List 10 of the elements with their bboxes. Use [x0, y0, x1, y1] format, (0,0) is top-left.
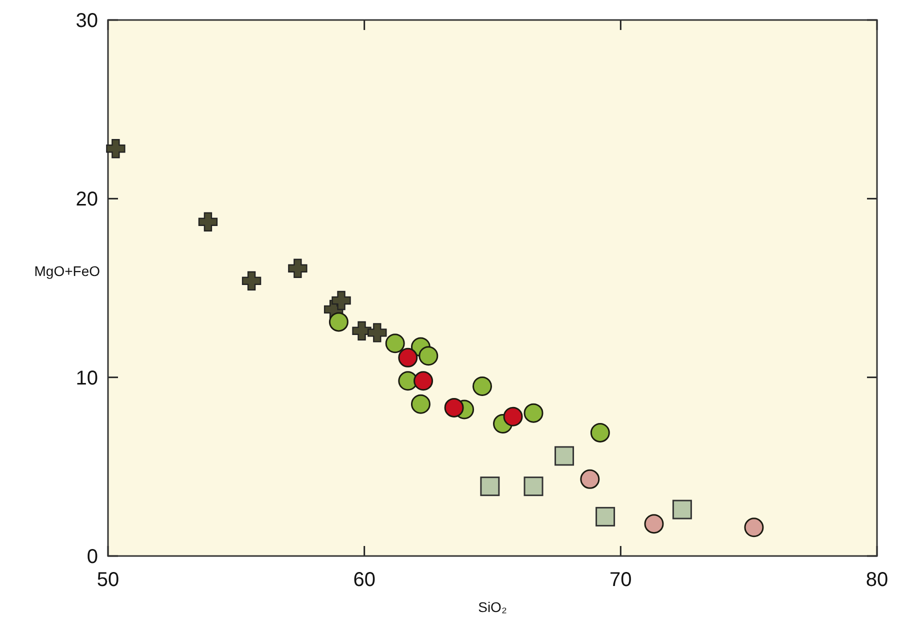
y-tick-label: 10	[76, 367, 98, 390]
x-axis-title: SiO₂	[478, 599, 507, 615]
y-tick-label: 0	[86, 546, 98, 568]
x-tick-label: 80	[866, 569, 888, 591]
x-tick-label: 60	[353, 569, 376, 591]
x-tick-label: 70	[610, 569, 632, 591]
x-tick-label: 50	[96, 569, 120, 591]
y-axis-title: MgO+FeO	[34, 263, 100, 279]
y-tick-label: 30	[76, 10, 98, 32]
y-tick-label: 20	[76, 188, 98, 211]
